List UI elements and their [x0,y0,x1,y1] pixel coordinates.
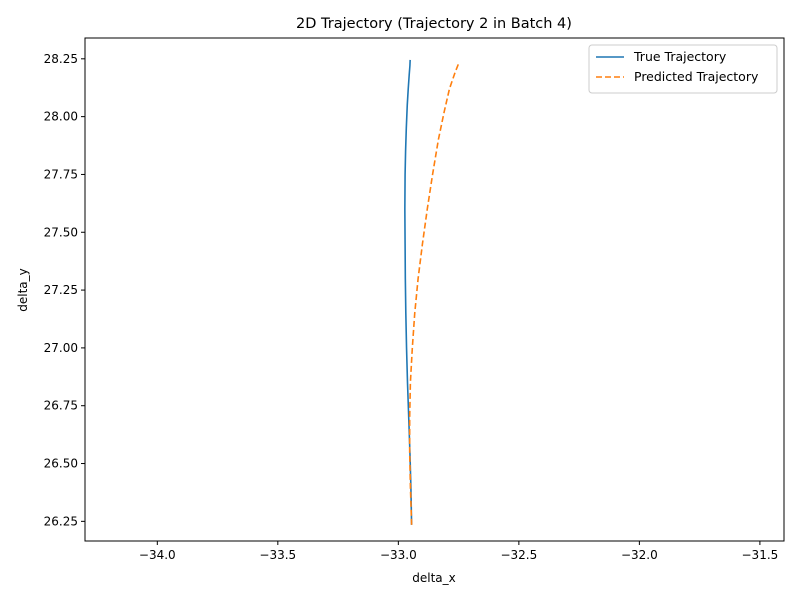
x-tick-label: −33.0 [380,548,417,562]
legend-label-true: True Trajectory [633,49,727,64]
x-tick-label: −32.0 [621,548,658,562]
plot-area [404,59,460,525]
legend-label-predicted: Predicted Trajectory [634,69,759,84]
plot-frame [84,37,785,542]
y-tick-label: 26.75 [44,399,78,413]
y-tick-label: 27.25 [44,283,78,297]
x-axis: −34.0 −33.5 −33.0 −32.5 −32.0 −31.5 [139,541,778,562]
y-tick-label: 26.50 [44,457,78,471]
y-tick-label: 28.00 [44,110,78,124]
y-axis: 26.25 26.50 26.75 27.00 27.25 27.50 27.75 28.00… [44,52,85,528]
x-tick-label: −31.5 [742,548,779,562]
y-tick-label: 27.50 [44,225,78,239]
legend-box [588,44,778,94]
x-axis-label: delta_x [412,571,456,585]
x-tick-label: −34.0 [139,548,176,562]
y-tick-label: 27.00 [44,341,78,355]
y-axis-label: delta_y [16,268,30,312]
y-tick-label: 26.25 [44,514,78,528]
chart-title: 2D Trajectory (Trajectory 2 in Batch 4) [296,16,572,32]
y-tick-label: 27.75 [44,167,78,181]
legend: True Trajectory Predicted Trajectory [588,44,778,94]
series-line-predicted-trajectory [408,61,460,525]
y-tick-label: 28.25 [44,52,78,66]
x-tick-label: −32.5 [500,548,537,562]
x-tick-label: −33.5 [259,548,296,562]
